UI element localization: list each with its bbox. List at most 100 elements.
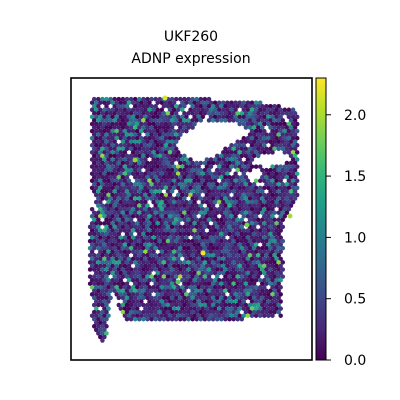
spot <box>235 196 240 201</box>
spot <box>233 143 238 148</box>
spot <box>245 256 251 262</box>
spot <box>102 320 107 326</box>
spot <box>114 150 119 155</box>
spot <box>120 203 126 208</box>
spot <box>118 192 124 198</box>
spot <box>112 267 117 272</box>
spot <box>202 281 208 286</box>
spot <box>153 295 158 301</box>
spot <box>280 224 286 230</box>
spot <box>221 150 226 155</box>
spot <box>106 157 111 162</box>
spot <box>151 150 156 155</box>
spot <box>163 192 169 198</box>
spot <box>223 253 228 258</box>
spot <box>198 203 204 208</box>
spot <box>276 210 281 215</box>
spot <box>171 206 177 212</box>
spot <box>190 217 195 223</box>
spot <box>151 214 156 219</box>
spot <box>249 214 255 219</box>
spot <box>257 249 263 255</box>
spot <box>96 274 101 279</box>
spot <box>200 199 206 205</box>
spot <box>182 111 187 116</box>
spot <box>96 132 101 137</box>
spot <box>134 292 140 297</box>
spot <box>155 171 160 176</box>
spot <box>210 210 216 215</box>
spot <box>96 217 101 223</box>
spot <box>155 114 160 120</box>
spot <box>124 253 130 258</box>
spot <box>262 249 267 255</box>
spot <box>245 285 251 290</box>
spot <box>212 249 218 255</box>
spot <box>214 182 220 187</box>
spot <box>262 313 267 318</box>
spot <box>184 121 189 127</box>
spot <box>180 206 185 212</box>
spot <box>122 192 128 198</box>
spot <box>194 182 199 187</box>
spot <box>237 150 242 155</box>
spot <box>251 231 257 237</box>
spot <box>161 231 167 237</box>
spot <box>239 281 245 286</box>
spot <box>126 164 132 169</box>
spot <box>290 199 296 205</box>
spot <box>91 125 97 130</box>
spot <box>253 214 259 219</box>
spot <box>260 217 265 223</box>
spot <box>167 299 173 304</box>
spot <box>182 224 187 230</box>
spot <box>264 281 269 286</box>
spot <box>145 217 150 223</box>
spot <box>192 100 197 105</box>
spot <box>100 210 105 215</box>
spot <box>143 128 148 134</box>
spot <box>219 316 224 322</box>
spot <box>159 143 165 148</box>
spot <box>223 267 228 272</box>
spot <box>132 146 138 152</box>
spot <box>134 171 140 176</box>
spot <box>145 153 150 159</box>
spot <box>104 309 109 315</box>
spot <box>223 153 228 159</box>
spot <box>221 263 226 269</box>
spot <box>161 174 167 180</box>
spot <box>239 231 245 237</box>
spot <box>173 118 179 123</box>
spot <box>239 153 245 159</box>
spot <box>100 189 105 194</box>
spot <box>132 139 138 144</box>
spot <box>186 238 191 244</box>
spot <box>96 281 101 286</box>
spot <box>143 206 148 212</box>
spot <box>198 96 204 102</box>
spot <box>147 263 152 269</box>
spot <box>128 111 134 116</box>
spot <box>249 242 255 247</box>
spot <box>167 270 173 276</box>
spot <box>89 206 95 212</box>
spot <box>167 121 173 127</box>
spot <box>186 309 191 315</box>
spot <box>178 189 183 194</box>
spot <box>165 167 171 173</box>
spot <box>239 203 245 208</box>
spot <box>145 146 150 152</box>
spot <box>272 174 277 180</box>
spot <box>165 316 171 322</box>
spot <box>139 228 144 233</box>
spot <box>268 231 273 237</box>
spot <box>208 306 214 311</box>
spot <box>188 100 193 105</box>
spot <box>124 260 130 265</box>
spot <box>155 128 160 134</box>
spot <box>134 228 140 233</box>
spot <box>147 143 152 148</box>
spot <box>141 224 146 230</box>
spot <box>165 238 171 244</box>
